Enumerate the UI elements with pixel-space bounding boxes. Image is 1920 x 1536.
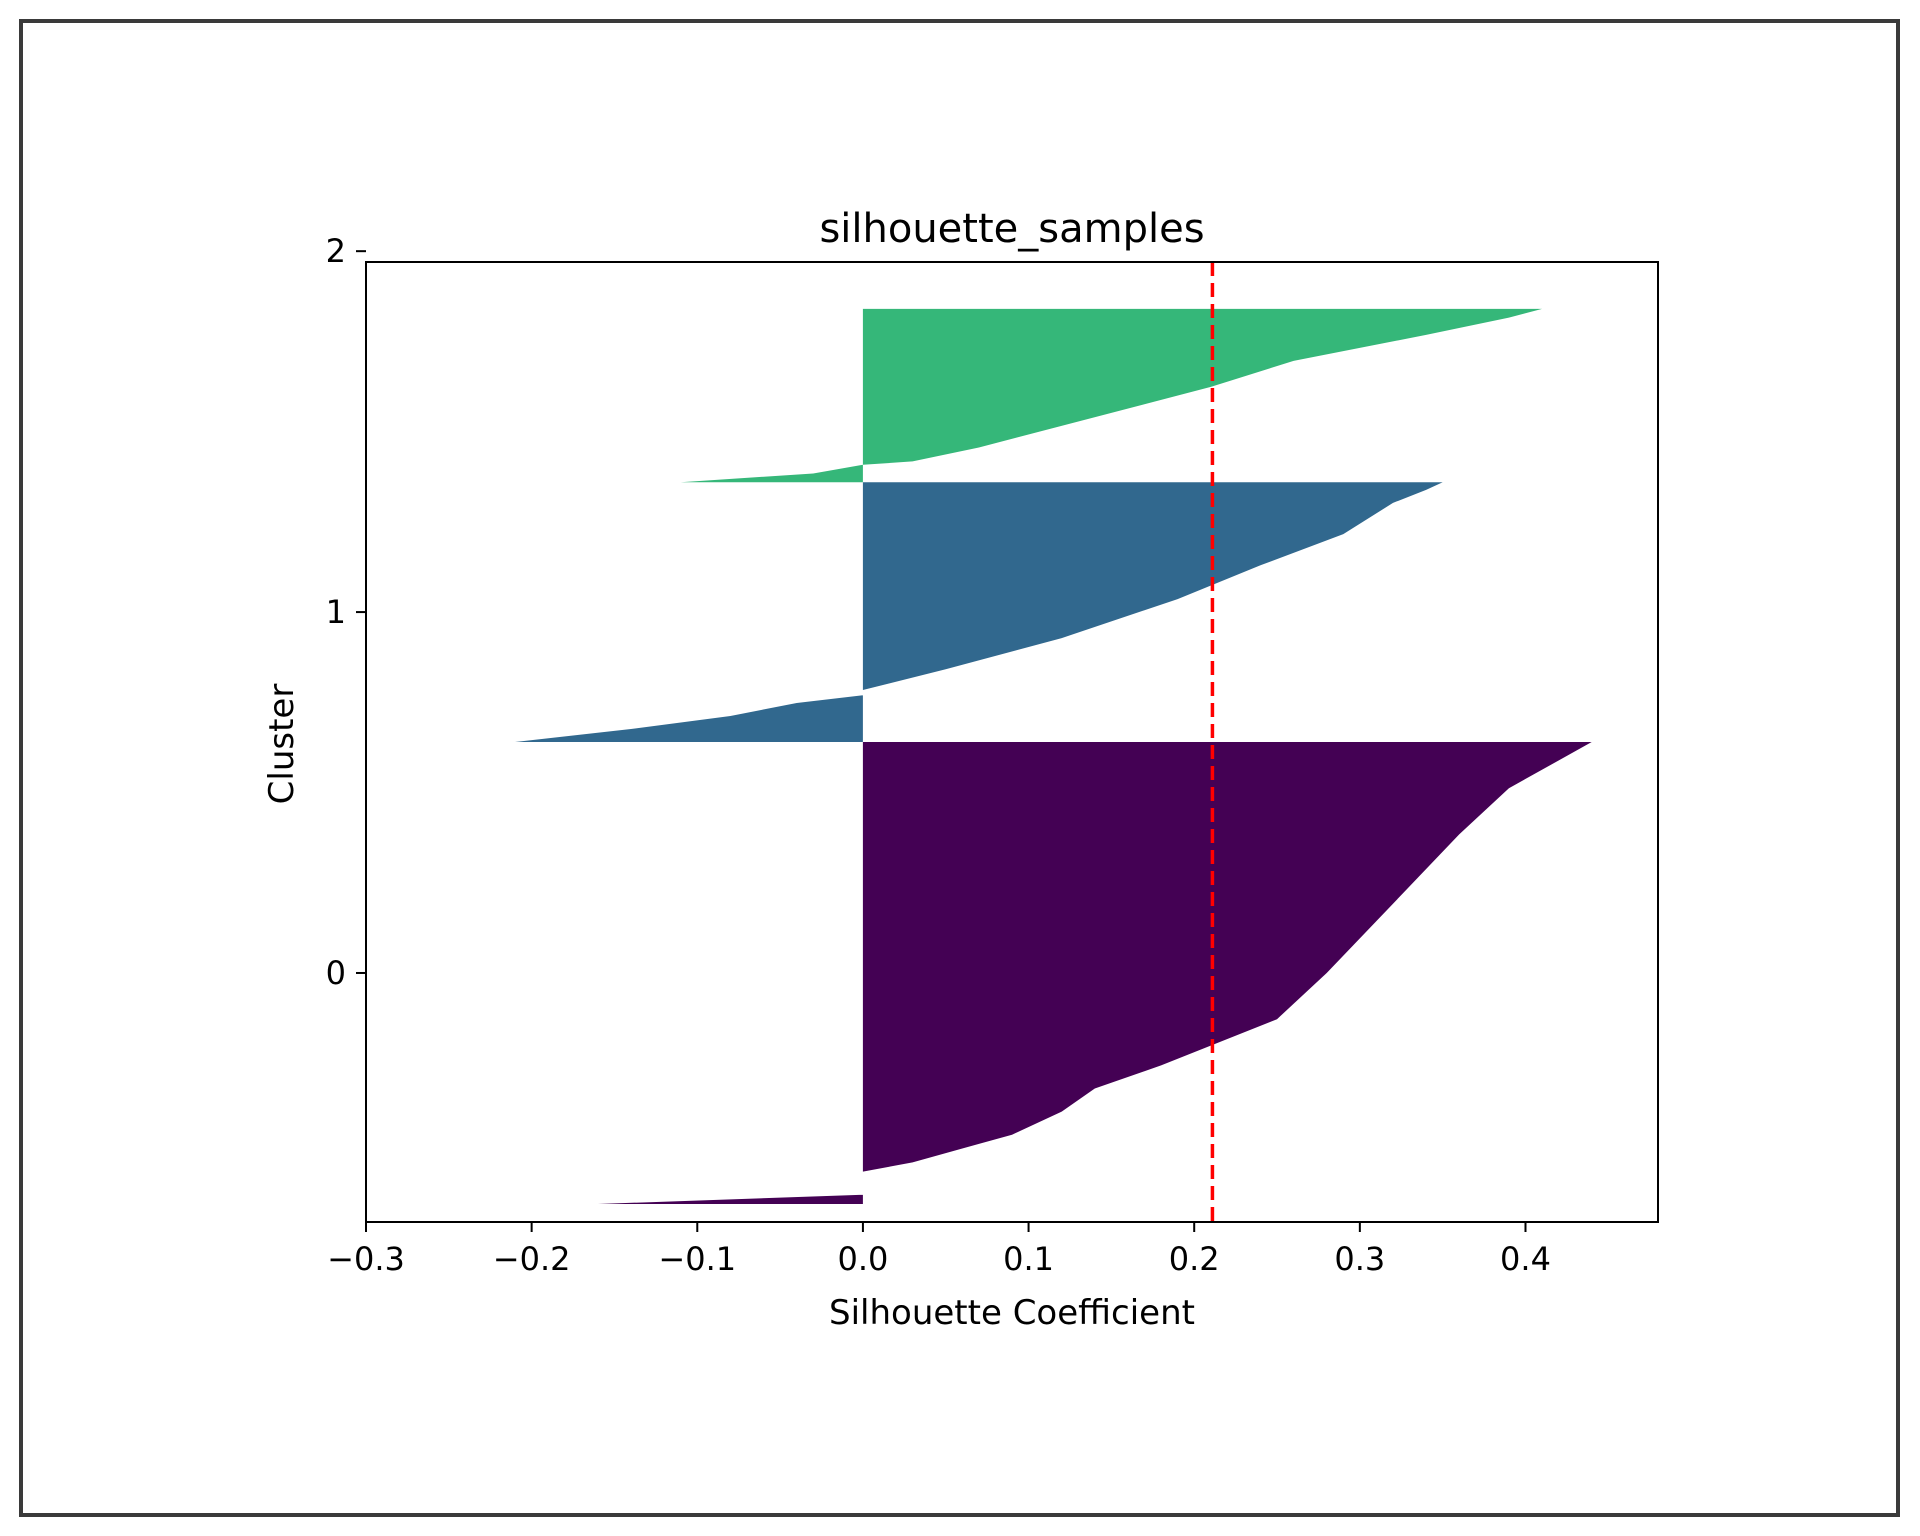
x-tick-label: 0.4 [1500,1240,1551,1278]
x-tick-label: 0.0 [837,1240,888,1278]
x-tick-label: −0.3 [327,1240,405,1278]
x-tick-label: 0.1 [1003,1240,1054,1278]
x-tick-label: 0.3 [1334,1240,1385,1278]
x-tick-label: 0.2 [1169,1240,1220,1278]
y-tick-label: 2 [326,232,346,270]
x-tick-label: −0.1 [658,1240,736,1278]
x-ticks: −0.3 −0.2 −0.1 0.0 0.1 0.2 0.3 0.4 [327,1222,1551,1278]
cluster-1-silhouette [515,482,1443,742]
x-axis-label: Silhouette Coefficient [829,1293,1195,1333]
chart-title: silhouette_samples [819,206,1204,252]
cluster-0-silhouette [597,742,1592,1204]
x-tick-label: −0.2 [493,1240,571,1278]
cluster-2-silhouette [680,308,1543,483]
cluster-layer [515,308,1592,1204]
y-ticks: 0 1 2 [326,232,366,992]
y-tick-label: 0 [326,954,346,992]
y-tick-label: 1 [326,593,346,631]
y-axis-label: Cluster [262,684,302,805]
plot-area [365,261,1659,1223]
